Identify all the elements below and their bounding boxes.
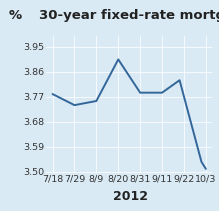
Text: 30-year fixed-rate mortgage: 30-year fixed-rate mortgage (39, 9, 219, 23)
Text: %: % (9, 9, 22, 23)
Text: 2012: 2012 (113, 189, 148, 203)
